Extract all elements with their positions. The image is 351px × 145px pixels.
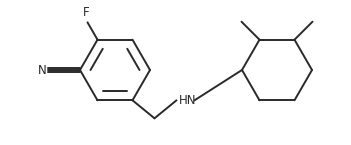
Text: F: F (83, 6, 90, 19)
Text: HN: HN (179, 94, 196, 107)
Text: N: N (38, 64, 47, 77)
